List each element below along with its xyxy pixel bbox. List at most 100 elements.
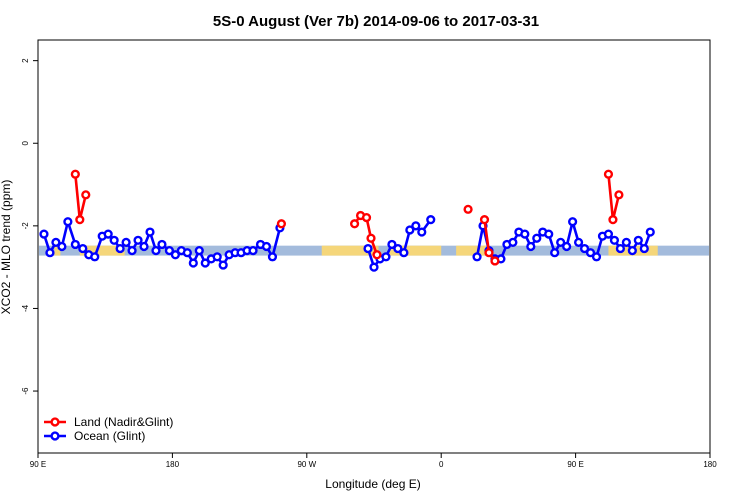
data-point <box>479 215 490 225</box>
data-point <box>568 217 578 227</box>
legend-label: Land (Nadir&Glint) <box>74 415 173 429</box>
x-tick-label: 180 <box>166 460 180 469</box>
x-tick-label: 180 <box>703 460 717 469</box>
data-point <box>90 252 100 262</box>
data-point <box>45 248 55 258</box>
data-point <box>417 227 427 237</box>
data-point <box>608 215 618 225</box>
data-point <box>366 233 376 243</box>
data-point <box>164 246 175 256</box>
data-point <box>194 246 204 256</box>
data-point <box>411 221 421 231</box>
data-point <box>550 248 560 258</box>
data-point <box>520 229 530 239</box>
data-point <box>139 241 149 252</box>
x-tick-label: 0 <box>439 460 444 469</box>
data-point <box>157 239 167 250</box>
x-tick-label: 90 E <box>567 460 583 469</box>
land-band-segment <box>54 245 61 256</box>
y-tick-label: -6 <box>21 387 30 395</box>
data-point <box>614 190 624 200</box>
data-point <box>103 229 113 239</box>
data-point <box>70 239 80 250</box>
data-point <box>621 237 631 247</box>
legend-marker <box>50 417 60 427</box>
x-axis-label: Longitude (deg E) <box>325 477 420 491</box>
data-point <box>39 229 49 239</box>
x-tick-label: 90 E <box>30 460 46 469</box>
data-point <box>349 219 360 229</box>
data-point <box>261 241 272 252</box>
data-point <box>212 252 222 262</box>
data-point <box>426 215 436 225</box>
data-point <box>51 237 61 247</box>
data-point <box>133 235 143 245</box>
data-point <box>484 248 494 258</box>
data-point <box>109 235 119 245</box>
land-band-segment <box>388 245 442 256</box>
land-band-segment <box>321 245 379 256</box>
data-point <box>639 243 649 254</box>
data-point <box>381 252 391 262</box>
land-band-segment <box>79 245 125 256</box>
data-point <box>75 215 85 225</box>
data-point <box>363 243 373 254</box>
y-axis-label: XCO2 - MLO trend (ppm) <box>0 180 13 315</box>
data-point <box>115 243 125 254</box>
data-point <box>81 190 91 200</box>
data-point <box>472 252 482 262</box>
data-point <box>276 219 287 229</box>
data-point <box>121 237 131 247</box>
land-band-segment <box>456 245 486 256</box>
data-point <box>267 252 278 262</box>
x-axis: 90 E 180 90 W 0 90 E 180 <box>30 453 717 469</box>
data-point <box>200 258 210 268</box>
data-point <box>361 212 372 223</box>
legend-marker <box>50 431 60 441</box>
data-point <box>63 217 73 227</box>
data-point <box>591 252 602 262</box>
data-point <box>573 237 584 247</box>
data-point <box>490 256 500 266</box>
data-point <box>372 250 382 260</box>
data-point <box>57 241 67 252</box>
data-point <box>248 246 258 256</box>
data-point <box>603 229 614 239</box>
data-point <box>145 227 155 237</box>
data-point <box>170 250 180 260</box>
x-tick-label: 90 W <box>297 460 316 469</box>
y-tick-label: -4 <box>21 304 30 312</box>
data-point <box>585 248 596 258</box>
y-axis: 2 0 -2 -4 -6 <box>21 58 38 395</box>
data-point <box>151 246 161 256</box>
data-point <box>508 237 518 247</box>
data-point <box>188 258 198 268</box>
data-point <box>70 169 80 179</box>
data-point <box>615 243 626 254</box>
data-point <box>579 243 590 254</box>
data-point <box>127 246 137 256</box>
y-tick-label: 2 <box>21 58 30 63</box>
y-tick-label: -2 <box>21 222 30 230</box>
data-point <box>182 248 192 258</box>
data-point <box>369 262 379 272</box>
data-point <box>387 239 397 250</box>
plot-series <box>39 169 655 272</box>
y-tick-label: 0 <box>21 140 30 145</box>
series-ocean-glint <box>39 215 655 272</box>
data-point <box>532 233 542 243</box>
data-point <box>609 235 620 245</box>
data-point <box>633 235 643 245</box>
data-point <box>627 246 637 256</box>
data-point <box>603 169 614 179</box>
legend-label: Ocean (Glint) <box>74 429 145 443</box>
series-land-nadir-glint <box>70 169 624 266</box>
data-point <box>399 248 409 258</box>
data-point <box>78 243 88 254</box>
legend: Land (Nadir&Glint)Ocean (Glint) <box>44 415 173 443</box>
data-point <box>562 241 572 252</box>
data-point <box>645 227 655 237</box>
data-point <box>218 260 228 270</box>
data-point <box>556 237 566 247</box>
data-point <box>405 225 415 235</box>
